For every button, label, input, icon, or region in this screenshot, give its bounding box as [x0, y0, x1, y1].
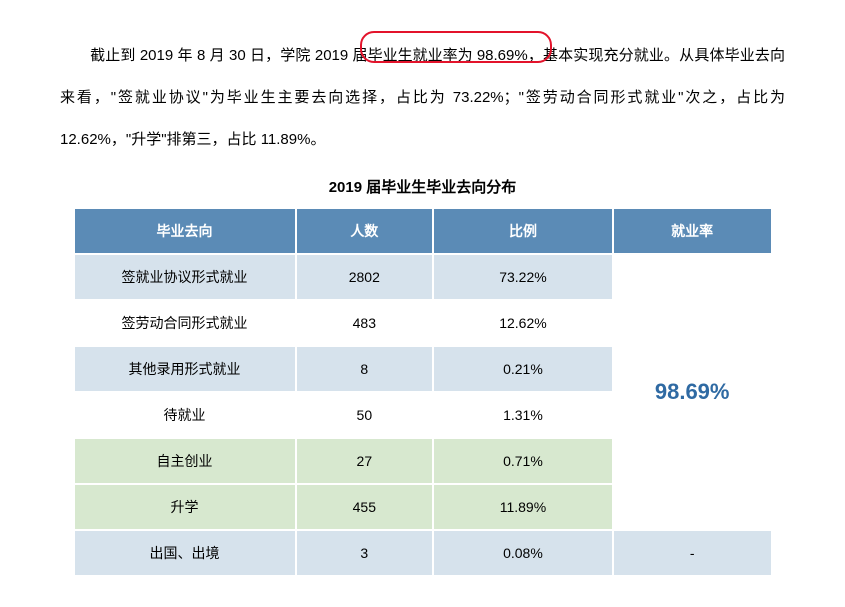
cell-destination: 签就业协议形式就业	[74, 254, 296, 300]
th-rate: 就业率	[613, 208, 772, 254]
body-paragraph: 截止到 2019 年 8 月 30 日，学院 2019 届 毕业生就业率为 98…	[60, 35, 785, 161]
cell-destination: 签劳动合同形式就业	[74, 300, 296, 346]
cell-count: 483	[296, 300, 433, 346]
th-pct: 比例	[433, 208, 613, 254]
highlighted-phrase: 毕业生就业率为 98.69%	[368, 35, 528, 77]
cell-count: 3	[296, 530, 433, 576]
destination-table: 毕业去向 人数 比例 就业率 签就业协议形式就业280273.22%98.69%…	[73, 207, 773, 577]
cell-destination: 其他录用形式就业	[74, 346, 296, 392]
table-body: 签就业协议形式就业280273.22%98.69%签劳动合同形式就业48312.…	[74, 254, 772, 576]
cell-pct: 1.31%	[433, 392, 613, 438]
highlight-text: 毕业生就业率为 98.69%	[368, 47, 528, 64]
cell-pct: 11.89%	[433, 484, 613, 530]
cell-pct: 0.21%	[433, 346, 613, 392]
cell-count: 50	[296, 392, 433, 438]
cell-count: 8	[296, 346, 433, 392]
table-row: 出国、出境30.08%-	[74, 530, 772, 576]
table-row: 签就业协议形式就业280273.22%98.69%	[74, 254, 772, 300]
cell-count: 455	[296, 484, 433, 530]
cell-employment-rate: 98.69%	[613, 254, 772, 530]
cell-pct: 0.71%	[433, 438, 613, 484]
cell-destination: 升学	[74, 484, 296, 530]
cell-employment-rate-dash: -	[613, 530, 772, 576]
cell-pct: 73.22%	[433, 254, 613, 300]
cell-count: 2802	[296, 254, 433, 300]
cell-destination: 出国、出境	[74, 530, 296, 576]
cell-pct: 12.62%	[433, 300, 613, 346]
para-seg1: 截止到 2019 年 8 月 30 日，学院 2019 届	[90, 47, 368, 64]
cell-destination: 待就业	[74, 392, 296, 438]
th-count: 人数	[296, 208, 433, 254]
cell-count: 27	[296, 438, 433, 484]
table-title: 2019 届毕业生毕业去向分布	[60, 176, 785, 197]
cell-pct: 0.08%	[433, 530, 613, 576]
th-destination: 毕业去向	[74, 208, 296, 254]
table-header-row: 毕业去向 人数 比例 就业率	[74, 208, 772, 254]
cell-destination: 自主创业	[74, 438, 296, 484]
